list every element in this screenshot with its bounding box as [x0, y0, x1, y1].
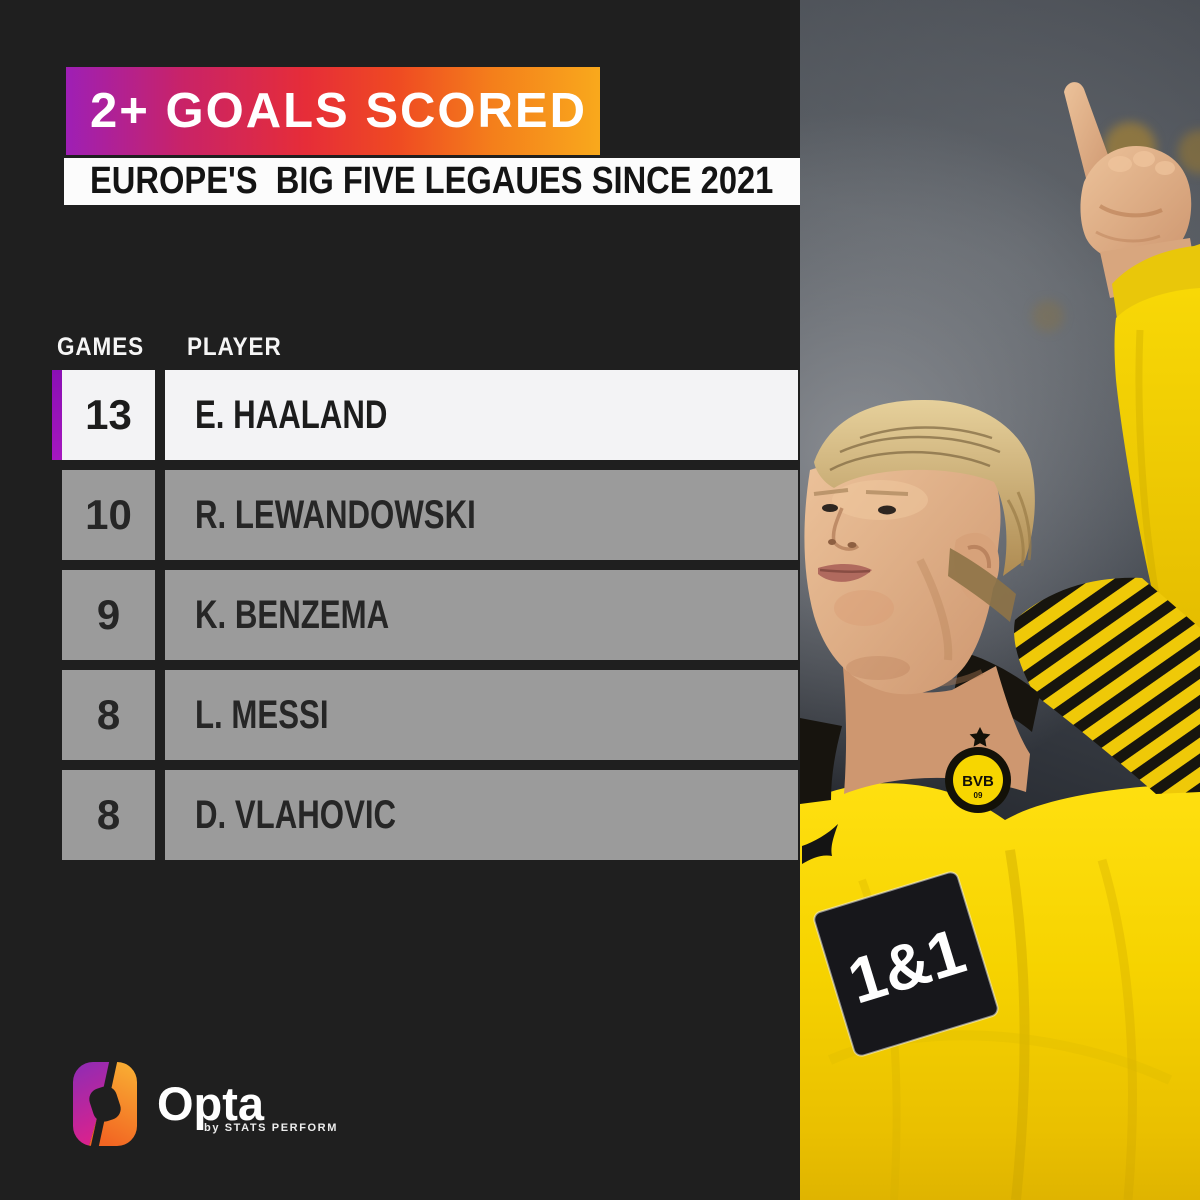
- hair-undercut: [948, 548, 1016, 622]
- face: [804, 456, 1001, 695]
- subtitle-bar: EUROPE'S BIG FIVE LEGAUES SINCE 2021: [64, 158, 812, 205]
- mouth: [818, 564, 872, 582]
- highlight-accent: [52, 470, 62, 560]
- cell-gap: [155, 770, 165, 860]
- collar-front: [800, 718, 842, 804]
- player-name: L. MESSI: [195, 692, 329, 737]
- games-value: 8: [96, 791, 121, 838]
- brand-subtext: by STATS PERFORM: [204, 1122, 338, 1134]
- player-name: K. BENZEMA: [195, 592, 390, 637]
- champion-star-icon: [969, 727, 991, 747]
- shoulder-stripes: [1014, 577, 1200, 794]
- opta-logo-icon: [73, 1062, 137, 1146]
- games-cell: 9: [62, 570, 155, 660]
- player-cell: D. VLAHOVIC: [165, 770, 798, 860]
- games-cell: 10: [62, 470, 155, 560]
- highlight-accent: [52, 770, 62, 860]
- games-value: 13: [85, 391, 132, 438]
- page-subtitle: EUROPE'S BIG FIVE LEGAUES SINCE 2021: [90, 160, 774, 202]
- table-row: 9 K. BENZEMA: [52, 570, 798, 660]
- player-figure: BVB 09 1&1: [800, 82, 1200, 1200]
- player-name: E. HAALAND: [195, 392, 388, 437]
- cell-gap: [155, 570, 165, 660]
- brand-footer: Opta by STATS PERFORM: [73, 1060, 493, 1150]
- bokeh-light: [1178, 130, 1200, 174]
- table-row: 8 D. VLAHOVIC: [52, 770, 798, 860]
- player-cell: E. HAALAND: [165, 370, 798, 460]
- games-cell: 8: [62, 670, 155, 760]
- games-value: 9: [96, 591, 121, 638]
- brand-cat-icon: [802, 824, 838, 864]
- player-photo: BVB 09 1&1: [800, 0, 1200, 1200]
- highlight-accent: [52, 670, 62, 760]
- table-row: 13 E. HAALAND: [52, 370, 798, 460]
- games-cell: 13: [62, 370, 155, 460]
- column-header-player: PLAYER: [187, 333, 282, 361]
- player-cell: K. BENZEMA: [165, 570, 798, 660]
- title-banner: 2+ GOALS SCORED: [66, 67, 600, 155]
- page-title: 2+ GOALS SCORED: [90, 84, 587, 138]
- highlight-accent: [52, 370, 62, 460]
- bokeh-light: [1032, 300, 1064, 332]
- player-name: D. VLAHOVIC: [195, 792, 397, 837]
- jersey-torso: [800, 780, 1200, 1200]
- table-header: GAMES PLAYER: [0, 333, 800, 361]
- games-value: 8: [96, 691, 121, 738]
- sleeve: [1114, 288, 1200, 652]
- stats-table: 13 E. HAALAND 10 R. LEWANDOWSKI 9: [52, 370, 798, 870]
- table-row: 8 L. MESSI: [52, 670, 798, 760]
- highlight-accent: [52, 570, 62, 660]
- games-cell: 8: [62, 770, 155, 860]
- badge-sub: 09: [974, 791, 983, 800]
- fist: [1080, 145, 1192, 263]
- brand-name: Opta: [157, 1077, 265, 1130]
- player-cell: L. MESSI: [165, 670, 798, 760]
- player-cell: R. LEWANDOWSKI: [165, 470, 798, 560]
- column-header-games: GAMES: [57, 333, 145, 361]
- cell-gap: [155, 670, 165, 760]
- player-name: R. LEWANDOWSKI: [195, 492, 476, 537]
- games-value: 10: [85, 491, 132, 538]
- badge-text: BVB: [962, 773, 994, 790]
- cell-gap: [155, 470, 165, 560]
- cell-gap: [155, 370, 165, 460]
- table-row: 10 R. LEWANDOWSKI: [52, 470, 798, 560]
- sponsor-patch: 1&1: [813, 871, 999, 1057]
